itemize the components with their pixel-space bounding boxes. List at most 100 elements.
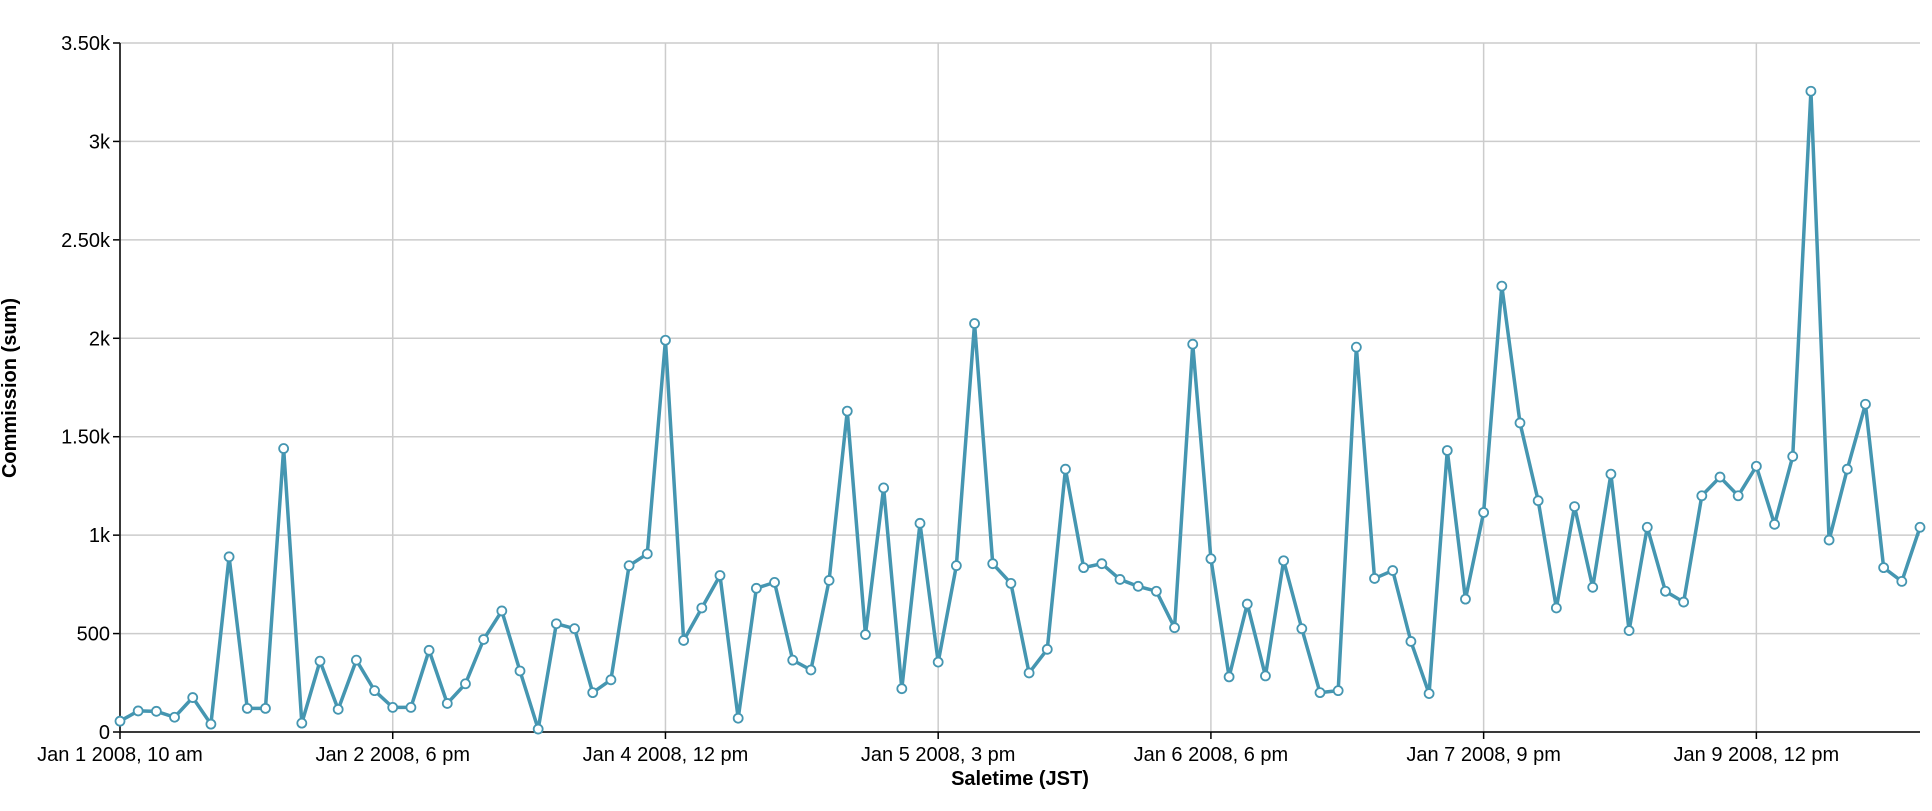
y-tick-label: 1.50k bbox=[61, 427, 111, 449]
point bbox=[187, 692, 199, 703]
y-axis-title: Commission (sum) bbox=[0, 298, 21, 478]
point bbox=[1805, 85, 1817, 97]
point bbox=[278, 443, 290, 454]
point bbox=[369, 685, 380, 697]
point bbox=[1460, 593, 1471, 605]
point bbox=[1750, 460, 1762, 472]
point bbox=[1514, 417, 1526, 429]
x-tick-label: Jan 5 2008, 3 pm bbox=[861, 744, 1016, 766]
point bbox=[150, 705, 162, 717]
x-tick-label: Jan 4 2008, 12 pm bbox=[583, 744, 749, 766]
point bbox=[1641, 521, 1653, 533]
point bbox=[696, 602, 708, 614]
point bbox=[1441, 445, 1453, 456]
point bbox=[950, 560, 962, 572]
point bbox=[605, 674, 617, 686]
point bbox=[405, 701, 417, 713]
y-tick-label: 3.50k bbox=[61, 33, 111, 55]
point bbox=[714, 570, 726, 581]
point bbox=[169, 711, 180, 723]
point bbox=[1332, 685, 1344, 697]
point bbox=[896, 683, 908, 695]
point bbox=[1787, 450, 1799, 462]
point bbox=[550, 618, 562, 630]
point bbox=[1678, 596, 1690, 608]
point bbox=[841, 405, 853, 417]
point bbox=[1223, 671, 1235, 683]
point bbox=[223, 551, 235, 563]
point bbox=[787, 654, 799, 666]
point bbox=[1914, 521, 1926, 533]
point bbox=[1841, 463, 1853, 475]
point bbox=[478, 634, 490, 645]
point bbox=[314, 655, 326, 667]
point bbox=[1405, 636, 1417, 647]
point bbox=[678, 635, 690, 646]
x-tick-label: Jan 1 2008, 10 am bbox=[37, 744, 203, 766]
point bbox=[732, 712, 744, 724]
point bbox=[1532, 495, 1544, 507]
point bbox=[1369, 573, 1380, 584]
point bbox=[969, 318, 980, 329]
point bbox=[1878, 562, 1890, 574]
y-tick-label: 500 bbox=[77, 624, 110, 646]
point bbox=[914, 517, 926, 529]
point bbox=[1005, 577, 1017, 589]
point bbox=[387, 701, 399, 713]
point bbox=[1078, 562, 1090, 574]
point bbox=[1132, 580, 1144, 592]
x-tick-label: Jan 6 2008, 6 pm bbox=[1134, 744, 1289, 766]
point bbox=[1496, 280, 1508, 292]
point bbox=[532, 723, 544, 735]
point bbox=[569, 623, 580, 635]
x-tick-label: Jan 7 2008, 9 pm bbox=[1406, 744, 1561, 766]
point bbox=[878, 482, 890, 494]
point bbox=[132, 705, 144, 717]
point bbox=[114, 715, 126, 727]
point bbox=[641, 548, 653, 560]
point bbox=[1187, 338, 1199, 350]
point bbox=[460, 678, 471, 690]
y-tick-label: 2.50k bbox=[61, 230, 111, 252]
point bbox=[587, 687, 599, 699]
point bbox=[1550, 602, 1562, 614]
point bbox=[1260, 670, 1271, 682]
point bbox=[1714, 471, 1726, 483]
y-tick-label: 1k bbox=[89, 525, 111, 547]
point bbox=[1241, 598, 1253, 610]
point bbox=[1569, 501, 1580, 512]
point bbox=[260, 702, 271, 714]
x-tick-label: Jan 2 2008, 6 pm bbox=[315, 744, 470, 766]
point bbox=[205, 718, 217, 730]
point bbox=[1587, 581, 1599, 593]
point bbox=[1296, 623, 1308, 635]
point bbox=[296, 717, 308, 729]
point bbox=[1623, 625, 1635, 637]
point bbox=[1423, 688, 1435, 700]
point bbox=[1896, 576, 1908, 587]
point bbox=[1096, 558, 1108, 570]
point bbox=[1696, 490, 1708, 502]
point bbox=[1205, 553, 1217, 565]
point bbox=[1060, 463, 1071, 475]
point bbox=[932, 656, 944, 668]
point bbox=[1041, 643, 1053, 655]
point bbox=[1278, 555, 1290, 567]
point bbox=[623, 560, 635, 572]
point bbox=[769, 576, 780, 588]
point bbox=[1823, 534, 1835, 546]
point bbox=[514, 665, 526, 677]
point bbox=[496, 605, 508, 617]
point bbox=[1387, 565, 1399, 576]
y-tick-label: 2k bbox=[89, 328, 111, 350]
point bbox=[1023, 667, 1035, 679]
point bbox=[1660, 585, 1671, 597]
point bbox=[660, 334, 671, 346]
point bbox=[1114, 574, 1126, 585]
point bbox=[823, 575, 835, 586]
point bbox=[860, 629, 871, 640]
line bbox=[119, 89, 1922, 731]
point bbox=[1350, 341, 1362, 353]
point bbox=[1478, 507, 1490, 518]
